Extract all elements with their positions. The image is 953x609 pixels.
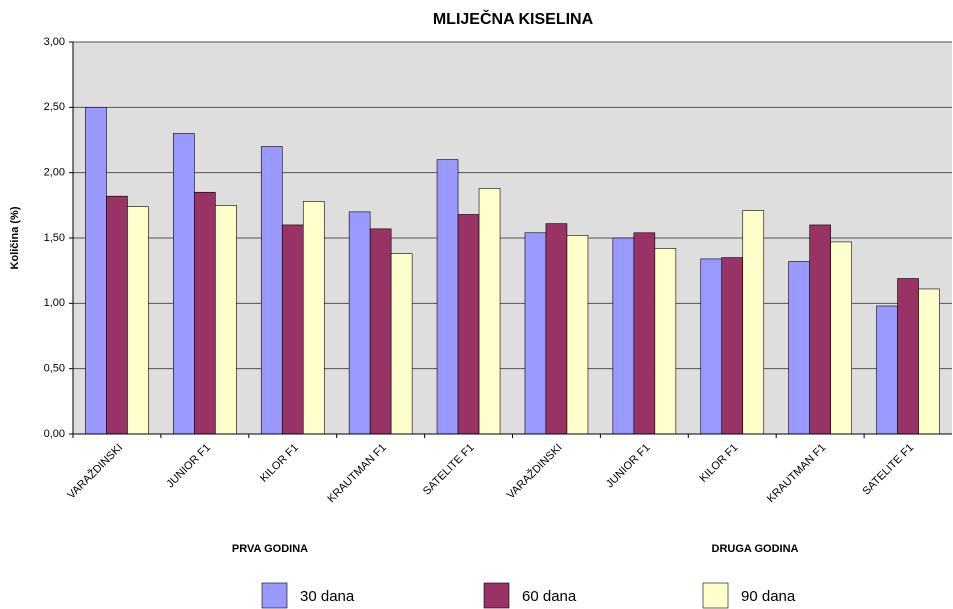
bar	[478, 188, 501, 435]
bar	[788, 261, 810, 435]
bar	[106, 195, 128, 435]
x-tick-label: SATELITE F1	[860, 442, 916, 498]
legend-label: 30 dana	[300, 588, 355, 605]
bar	[194, 191, 216, 435]
bar	[654, 248, 677, 435]
bar	[612, 237, 635, 435]
x-tick-label: JUNIOR F1	[164, 442, 213, 491]
y-tick-label: 2,00	[44, 167, 65, 179]
bar	[742, 210, 765, 435]
bar	[721, 257, 744, 435]
x-tick-label: KILOR F1	[697, 442, 740, 485]
chart-title: MLIJEČNA KISELINA	[433, 9, 594, 28]
bar	[809, 224, 831, 435]
legend-label: 60 dana	[522, 588, 577, 605]
group-label: PRVA GODINA	[232, 543, 308, 555]
legend-label: 90 dana	[741, 588, 796, 605]
bar	[876, 305, 898, 435]
x-tick-label: SATELITE F1	[421, 442, 477, 498]
x-tick-label: VARAŽDINSKI	[504, 441, 564, 501]
bar	[85, 107, 107, 435]
group-label: DRUGA GODINA	[712, 543, 799, 555]
bar	[348, 211, 371, 435]
legend-swatch	[702, 582, 729, 609]
legend-swatch	[483, 582, 510, 609]
y-tick-label: 3,00	[44, 36, 65, 48]
bar	[566, 235, 589, 435]
x-tick-label: VARAŽDINSKI	[65, 441, 125, 501]
bar	[390, 253, 413, 435]
bar	[700, 258, 723, 435]
x-tick-label: JUNIOR F1	[604, 442, 653, 491]
bar	[918, 288, 940, 435]
bar	[457, 214, 480, 435]
x-tick-label: KRAUTMAN F1	[765, 442, 828, 505]
bar	[633, 232, 656, 435]
bar	[215, 205, 237, 435]
bar	[524, 232, 547, 435]
bar	[173, 133, 195, 435]
x-tick-label: KILOR F1	[258, 442, 301, 485]
bar	[302, 201, 325, 435]
bar	[281, 224, 304, 435]
y-tick-label: 1,00	[44, 297, 65, 309]
bar	[369, 228, 392, 435]
x-tick-label: KRAUTMAN F1	[325, 442, 388, 505]
y-tick-label: 2,50	[44, 101, 65, 113]
bar	[127, 206, 149, 435]
bar	[260, 146, 283, 435]
y-tick-label: 0,00	[44, 428, 65, 440]
y-axis-title: Količina (%)	[9, 206, 21, 269]
y-tick-label: 1,50	[44, 232, 65, 244]
y-tick-label: 0,50	[44, 363, 65, 375]
bar	[830, 241, 852, 435]
bar	[897, 278, 919, 435]
legend-swatch	[261, 582, 288, 609]
bar	[545, 223, 568, 435]
bar	[436, 159, 459, 435]
